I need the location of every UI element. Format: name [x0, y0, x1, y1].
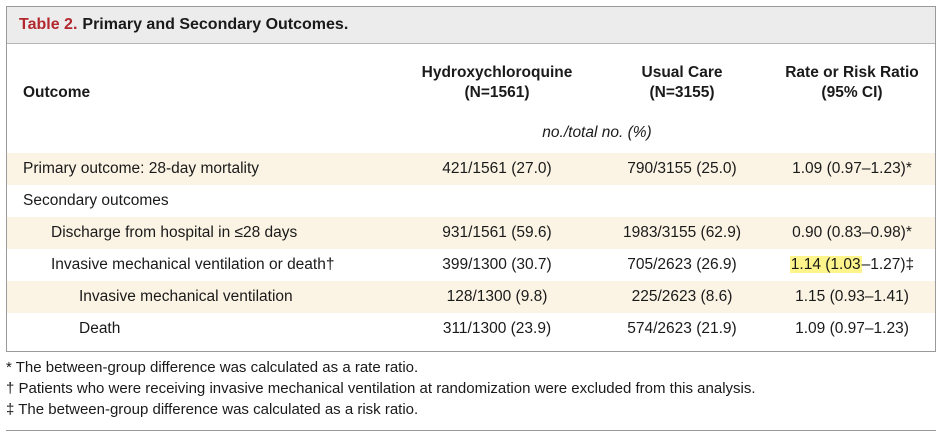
row-uc-value: 790/3155 (25.0): [627, 160, 737, 177]
row-hcq-value: 128/1300 (9.8): [446, 288, 548, 305]
header-hcq-name: Hydroxychloroquine: [421, 64, 573, 81]
header-rr-name: Rate or Risk Ratio: [785, 64, 919, 81]
row-rr-value: 1.09 (0.97–1.23)*: [792, 160, 912, 177]
row-label: Discharge from hospital in ≤28 days: [51, 224, 298, 241]
header-rate-risk-ratio: Rate or Risk Ratio (95% CI): [767, 63, 937, 103]
table-number: Table 2.: [19, 16, 78, 33]
highlighted-ratio: 1.14 (1.03: [789, 256, 862, 273]
row-uc-value: 574/2623 (21.9): [627, 320, 737, 337]
row-hcq-value: 399/1300 (30.7): [442, 256, 552, 273]
row-label: Primary outcome: 28-day mortality: [23, 160, 260, 177]
table-row: Death 311/1300 (23.9) 574/2623 (21.9) 1.…: [7, 313, 935, 345]
outcomes-table: Table 2. Primary and Secondary Outcomes.…: [6, 6, 936, 352]
table-title-text: Primary and Secondary Outcomes.: [82, 16, 349, 33]
footnote-risk-ratio: ‡ The between-group difference was calcu…: [6, 401, 419, 418]
table-title: Table 2. Primary and Secondary Outcomes.: [7, 7, 935, 44]
units-row: no./total no. (%): [7, 119, 935, 147]
row-label: Invasive mechanical ventilation: [79, 288, 293, 305]
table-row: Discharge from hospital in ≤28 days 931/…: [7, 217, 935, 249]
row-uc-value: 225/2623 (8.6): [631, 288, 733, 305]
row-rr-value: 1.14 (1.03–1.27)‡: [767, 256, 937, 274]
row-rr-value: 1.09 (0.97–1.23): [795, 320, 909, 337]
row-hcq-value: 311/1300 (23.9): [442, 320, 552, 337]
header-uc-n: (N=3155): [649, 84, 715, 101]
ratio-remainder: –1.27)‡: [861, 256, 915, 273]
table-row: Invasive mechanical ventilation 128/1300…: [7, 281, 935, 313]
header-outcome: Outcome: [23, 84, 91, 101]
row-rr-value: 1.15 (0.93–1.41): [795, 288, 909, 305]
row-rr-value: 0.90 (0.83–0.98)*: [792, 224, 912, 241]
footnote-exclusion: † Patients who were receiving invasive m…: [6, 380, 756, 397]
row-uc-value: 705/2623 (26.9): [627, 256, 737, 273]
row-uc-value: 1983/3155 (62.9): [622, 224, 742, 241]
table-header-row: Outcome Hydroxychloroquine (N=1561) Usua…: [7, 57, 935, 109]
table-row: Invasive mechanical ventilation or death…: [7, 249, 935, 281]
row-label: Secondary outcomes: [23, 192, 169, 209]
footnote-rate-ratio: * The between-group difference was calcu…: [6, 359, 419, 376]
row-label: Death: [79, 320, 121, 337]
header-hcq-n: (N=1561): [464, 84, 530, 101]
units-label: no./total no. (%): [542, 124, 652, 141]
header-usual-care: Usual Care (N=3155): [597, 63, 767, 103]
row-label: Invasive mechanical ventilation or death…: [51, 256, 335, 273]
header-hydroxychloroquine: Hydroxychloroquine (N=1561): [407, 63, 587, 103]
table-row: Secondary outcomes: [7, 185, 935, 217]
header-rr-ci: (95% CI): [821, 84, 883, 101]
row-hcq-value: 931/1561 (59.6): [442, 224, 552, 241]
table-row: Primary outcome: 28-day mortality 421/15…: [7, 153, 935, 185]
row-hcq-value: 421/1561 (27.0): [442, 160, 552, 177]
bottom-divider: [6, 430, 936, 431]
header-uc-name: Usual Care: [641, 64, 723, 81]
